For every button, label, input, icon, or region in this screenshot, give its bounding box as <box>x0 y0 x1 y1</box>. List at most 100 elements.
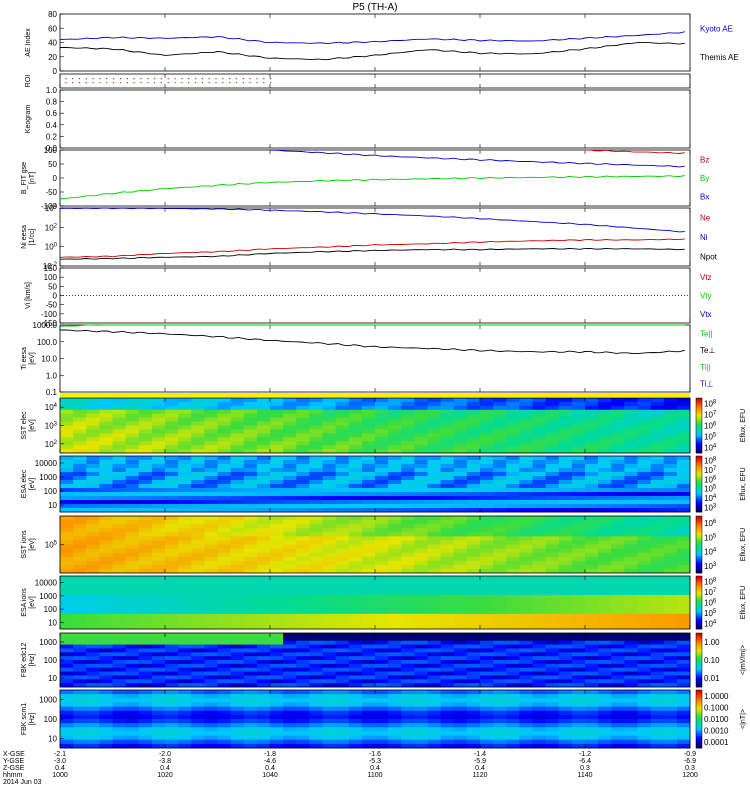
heatmap-cell <box>388 500 402 505</box>
roi-dot <box>126 82 128 84</box>
heatmap-cell <box>493 556 507 562</box>
heatmap-cell <box>322 449 337 454</box>
heatmap-cell <box>453 484 468 489</box>
heatmap-cell <box>86 587 100 592</box>
heatmap-cell <box>270 405 284 411</box>
heatmap-cell <box>650 591 665 596</box>
heatmap-cell <box>650 640 665 645</box>
legend-entry: Kyoto AE <box>700 24 733 33</box>
heatmap-cell <box>558 613 573 619</box>
heatmap-cell <box>440 564 455 570</box>
heatmap-cell <box>309 656 323 661</box>
heatmap-cell <box>256 552 271 558</box>
heatmap-cell <box>99 660 113 665</box>
heatmap-cell <box>375 625 389 630</box>
heatmap-cell <box>650 480 665 485</box>
heatmap-cell <box>571 409 586 415</box>
heatmap-cell <box>611 472 625 477</box>
heatmap-cell <box>571 727 586 732</box>
heatmap-cell <box>466 568 481 574</box>
heatmap-cell <box>440 456 455 461</box>
heatmap-cell <box>348 401 363 407</box>
colorbar-tick-label: 107 <box>704 588 717 597</box>
heatmap-cell <box>86 409 100 415</box>
heatmap-cell <box>453 456 468 461</box>
heatmap-cell <box>453 504 468 509</box>
heatmap-cell <box>151 544 166 549</box>
heatmap-cell <box>558 667 573 672</box>
heatmap-cell <box>466 548 481 554</box>
heatmap-cell <box>532 663 547 669</box>
heatmap-cell <box>243 652 258 657</box>
heatmap-cell <box>178 504 192 509</box>
heatmap-cell <box>361 640 376 645</box>
heatmap-cell <box>598 683 612 688</box>
colorbar-swatch <box>696 673 702 677</box>
heatmap-cell <box>348 548 363 554</box>
heatmap-cell <box>598 739 612 745</box>
heatmap-cell <box>204 702 218 707</box>
heatmap-cell <box>230 437 245 442</box>
heatmap-cell <box>493 743 507 749</box>
heatmap-cell <box>243 504 258 509</box>
heatmap-cell <box>676 508 691 513</box>
heatmap-cell <box>60 433 74 438</box>
heatmap-cell <box>178 433 192 438</box>
heatmap-cell <box>532 598 547 603</box>
heatmap-cell <box>637 675 652 680</box>
heatmap-cell <box>243 445 258 450</box>
heatmap-cell <box>138 508 153 513</box>
heatmap-cell <box>663 492 678 497</box>
colorbar-swatch <box>696 467 702 471</box>
heatmap-cell <box>178 488 192 493</box>
heatmap-cell <box>361 576 376 581</box>
heatmap-cell <box>532 437 547 442</box>
heatmap-cell <box>112 417 127 422</box>
heatmap-cell <box>637 714 652 720</box>
heatmap-cell <box>375 583 389 588</box>
heatmap-cell <box>112 528 127 533</box>
heatmap-cell <box>335 731 350 736</box>
colorbar-swatch <box>696 576 702 579</box>
heatmap-cell <box>545 528 560 533</box>
heatmap-cell <box>112 675 127 680</box>
heatmap-cell <box>191 496 205 501</box>
heatmap-cell <box>204 690 218 695</box>
heatmap-cell <box>401 617 415 622</box>
heatmap-cell <box>375 484 389 489</box>
heatmap-cell <box>283 409 297 415</box>
heatmap-cell <box>86 445 100 450</box>
heatmap-cell <box>480 606 494 611</box>
heatmap-cell <box>598 640 612 645</box>
heatmap-cell <box>663 468 678 473</box>
heatmap-cell <box>650 425 665 430</box>
y-tick-label: 50 <box>48 282 57 291</box>
heatmap-cell <box>296 594 310 600</box>
heatmap-cell <box>440 690 455 695</box>
heatmap-cell <box>440 656 455 661</box>
heatmap-cell <box>256 425 271 430</box>
ylabel-line: [eV] <box>29 478 36 491</box>
heatmap-cell <box>283 496 297 501</box>
heatmap-cell <box>217 445 232 450</box>
colorbar-swatch <box>696 675 702 679</box>
heatmap-cell <box>440 602 455 607</box>
heatmap-cell <box>335 532 350 537</box>
heatmap-cell <box>466 671 481 676</box>
colorbar-swatch <box>696 420 702 424</box>
heatmap-cell <box>624 456 638 461</box>
heatmap-cell <box>86 675 100 680</box>
heatmap-cell <box>322 698 337 703</box>
heatmap-cell <box>650 652 665 657</box>
heatmap-cell <box>270 660 284 665</box>
heatmap-cell <box>480 598 494 603</box>
heatmap-cell <box>532 564 547 570</box>
heatmap-cell <box>585 656 599 661</box>
heatmap-cell <box>650 743 665 749</box>
heatmap-cell <box>532 706 547 712</box>
heatmap-cell <box>466 500 481 505</box>
heatmap-cell <box>86 694 100 699</box>
heatmap-cell <box>401 698 415 703</box>
heatmap-cell <box>73 520 87 525</box>
heatmap-cell <box>191 480 205 485</box>
